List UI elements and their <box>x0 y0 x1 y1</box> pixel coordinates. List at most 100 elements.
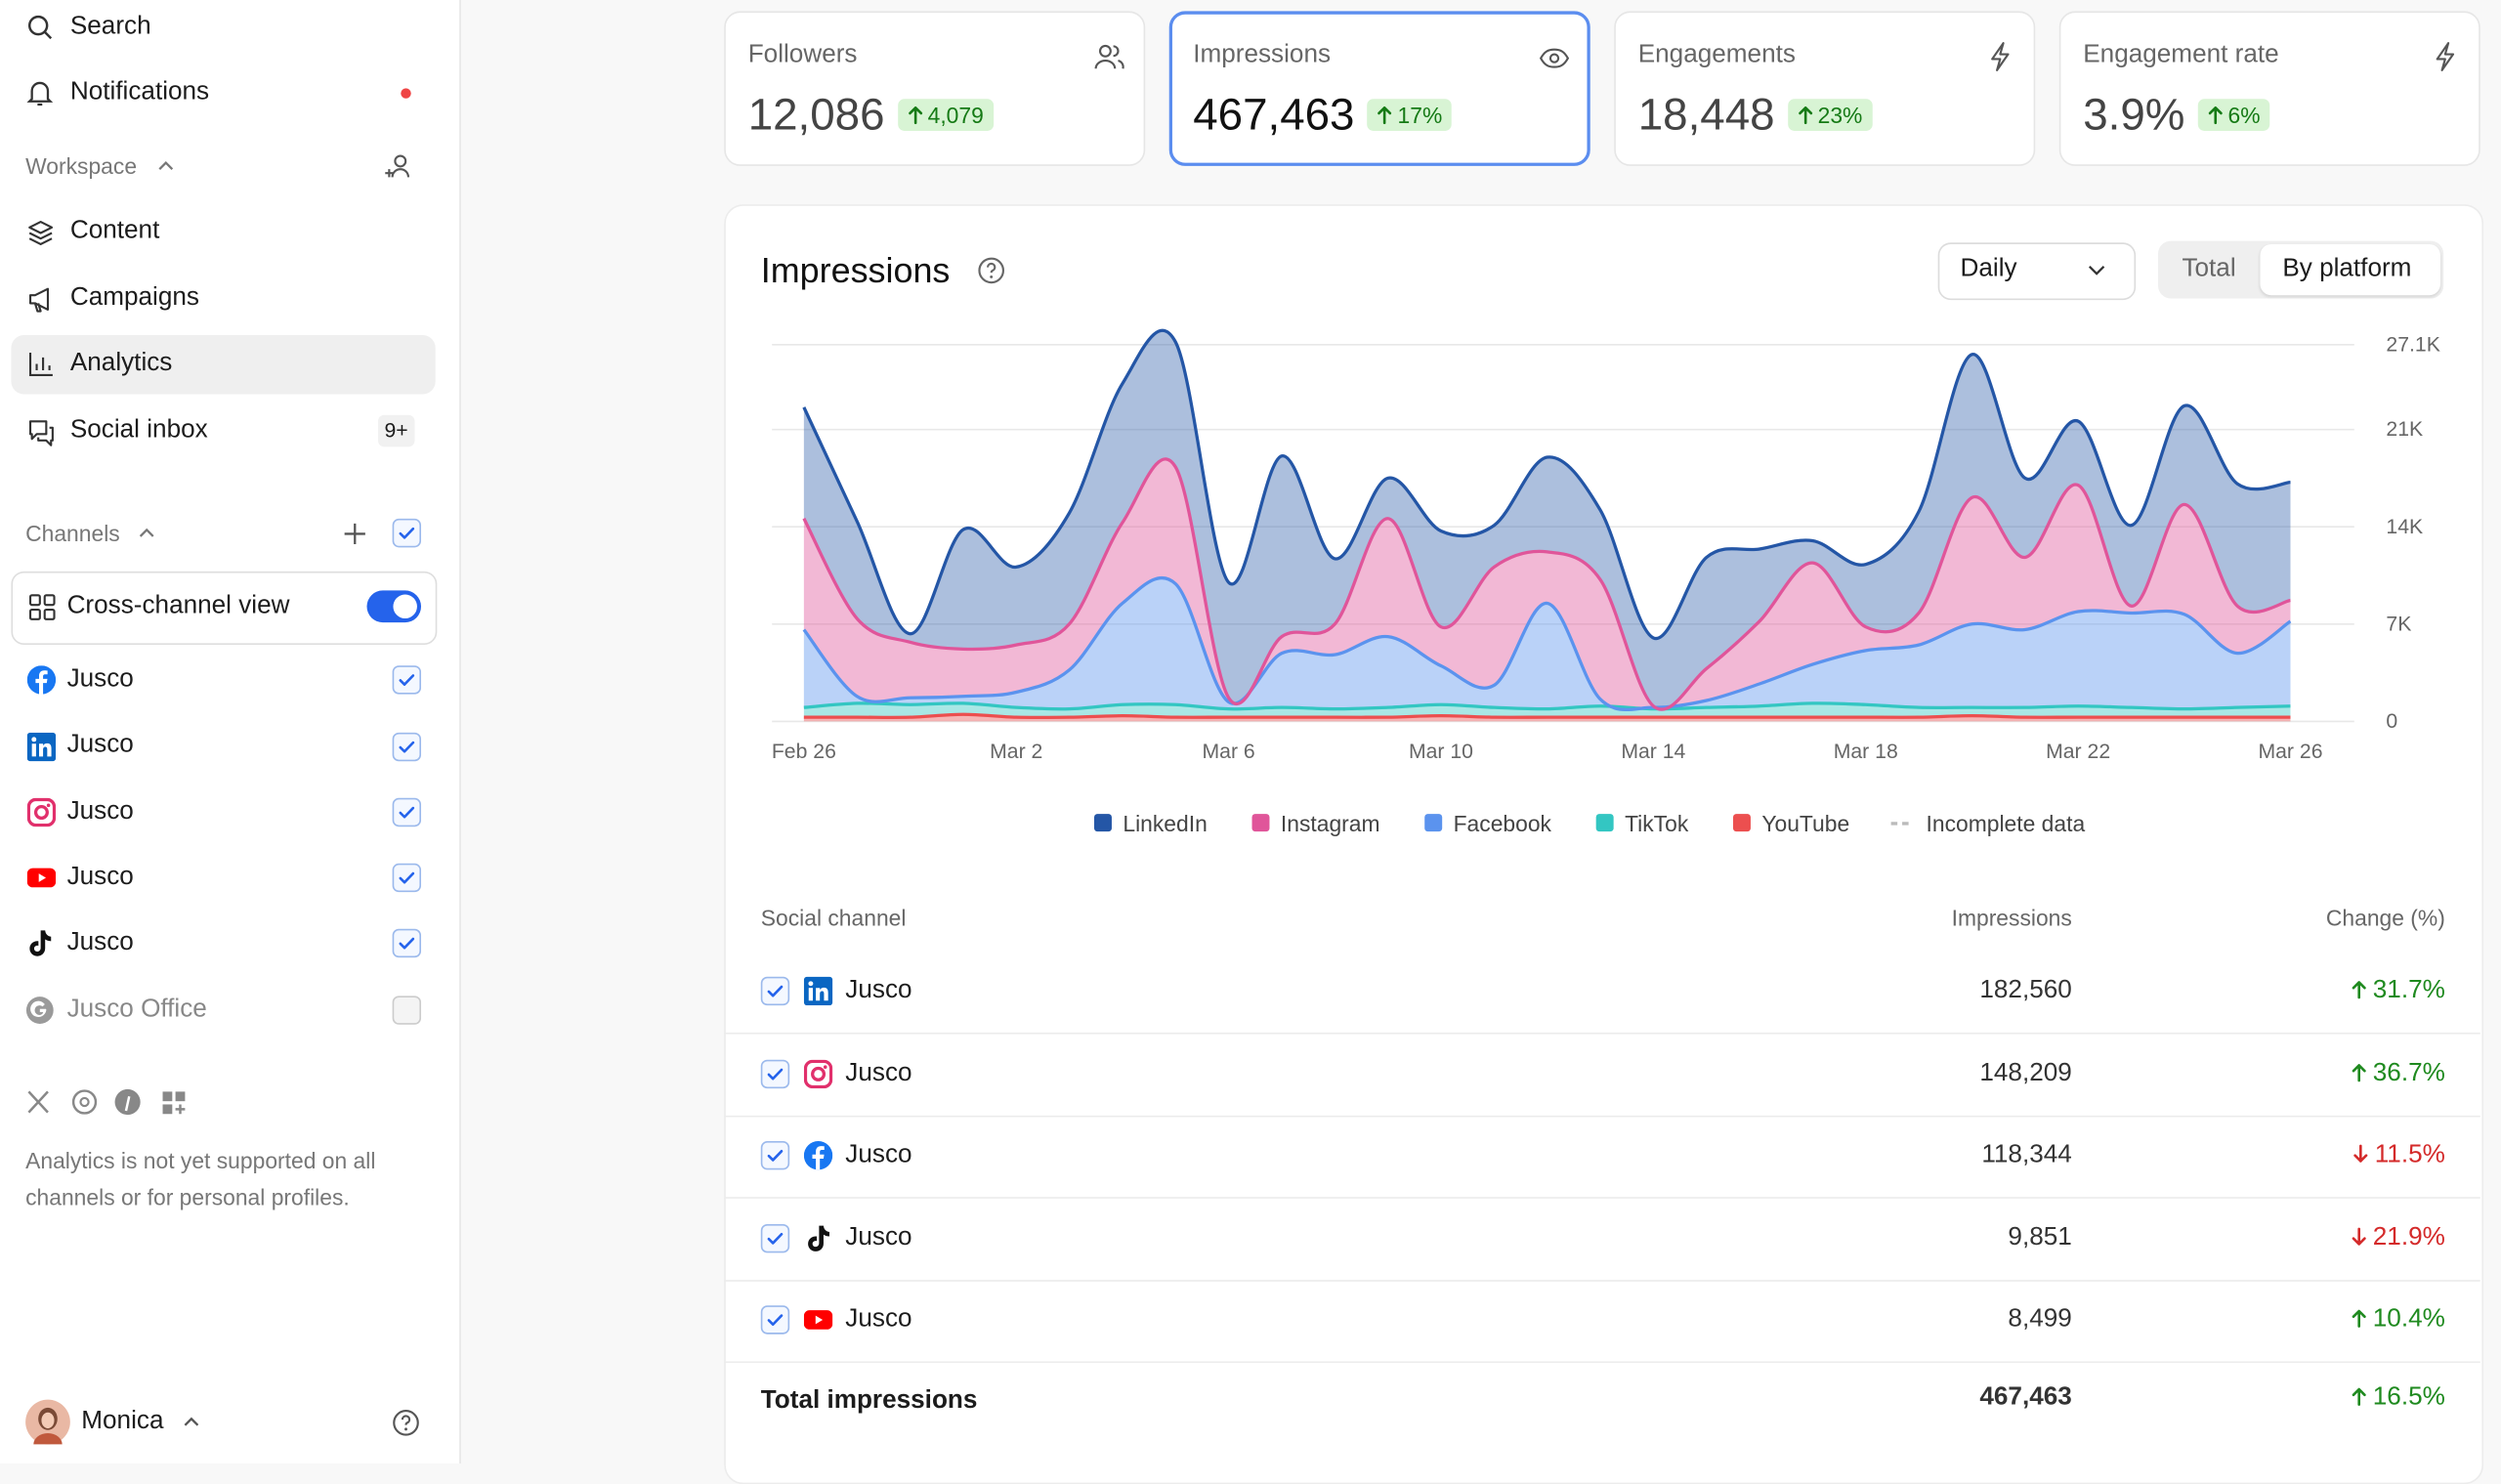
megaphone-icon <box>28 287 50 313</box>
line <box>802 575 2292 712</box>
bolt-icon <box>2436 42 2455 71</box>
view-by-platform[interactable]: By platform <box>2282 255 2412 283</box>
metric-card[interactable]: Followers 12,086 4,079 <box>724 11 1146 166</box>
x-tick-label: Mar 10 <box>1409 741 1473 763</box>
chart-card <box>724 204 2484 1484</box>
notifications[interactable]: Notifications <box>69 78 210 106</box>
chevron <box>184 1417 199 1426</box>
checkbox[interactable] <box>760 1305 790 1336</box>
checkbox[interactable] <box>760 976 790 1006</box>
cross-channel-view: Cross-channel view <box>66 592 290 619</box>
followers-icon <box>1094 44 1124 69</box>
instagram-icon <box>804 1059 832 1087</box>
search[interactable]: Search <box>69 13 151 40</box>
nav-campaigns[interactable]: Campaigns <box>69 283 199 312</box>
legend-label: Instagram <box>1281 811 1380 836</box>
chevron <box>158 161 174 170</box>
line <box>802 457 2291 711</box>
instagram-icon <box>27 798 56 827</box>
toggle[interactable] <box>366 590 422 623</box>
checkbox[interactable] <box>392 928 422 958</box>
unsupported-icons <box>27 1088 186 1116</box>
user-name[interactable]: Monica <box>81 1407 164 1435</box>
row-separator <box>724 1032 2480 1035</box>
metric-value: 3.9% <box>2083 89 2185 140</box>
impressions: 9,851 <box>2008 1223 2072 1251</box>
legend-label: Facebook <box>1454 811 1552 836</box>
metric-change: 6% <box>2227 102 2261 128</box>
y-tick-label: 0 <box>2386 710 2397 733</box>
channel-name[interactable]: Jusco <box>66 863 134 891</box>
checkbox[interactable] <box>760 1223 790 1253</box>
legend-label: TikTok <box>1625 811 1689 836</box>
period-dropdown[interactable] <box>1937 242 2137 301</box>
change: 21.9% <box>2126 1222 2445 1254</box>
checkbox[interactable] <box>392 732 422 762</box>
y-tick-label: 7K <box>2386 613 2411 635</box>
legend-label: YouTube <box>1761 811 1849 836</box>
metric-card[interactable]: Impressions 467,463 17% <box>1168 11 1590 166</box>
channel-name: Jusco <box>845 1305 912 1334</box>
workspace-label[interactable]: Workspace <box>25 152 138 179</box>
nav-selected-bg <box>11 335 436 395</box>
line <box>803 712 2291 720</box>
cross-channel-box <box>11 571 438 645</box>
channel-name[interactable]: Jusco <box>66 731 134 758</box>
add-icon[interactable] <box>344 523 365 545</box>
sidebar: Search Notifications Workspace Content C… <box>0 0 461 1464</box>
youtube-icon <box>27 864 56 892</box>
metric-card[interactable]: Engagement rate 3.9% 6% <box>2058 11 2480 166</box>
metric-label: Followers <box>747 41 858 69</box>
checkbox[interactable] <box>760 1059 790 1088</box>
change: 36.7% <box>2126 1057 2445 1089</box>
metric-change: 17% <box>1397 102 1443 128</box>
nav-analytics[interactable]: Analytics <box>69 349 173 377</box>
metric-badge: 6% <box>2197 99 2270 131</box>
total-label: Total impressions <box>760 1386 978 1415</box>
change: 31.7% <box>2126 975 2445 1007</box>
channel-name[interactable]: Jusco <box>66 665 134 693</box>
notification-dot <box>401 88 411 99</box>
help-icon[interactable] <box>393 1409 420 1436</box>
row-separator <box>724 1115 2480 1117</box>
view-total[interactable]: Total <box>2182 255 2236 283</box>
metric-value: 467,463 <box>1193 89 1355 140</box>
linkedin-icon <box>804 977 832 1005</box>
add-user-icon[interactable] <box>385 153 413 181</box>
channel-name[interactable]: Jusco Office <box>66 996 207 1024</box>
checkbox[interactable] <box>392 665 422 695</box>
chart: 0 7K 14K 21K 27.1K Feb 26 Mar 2 Mar 6 Mar 10 Mar … <box>772 328 2440 836</box>
bell-icon <box>26 81 54 106</box>
nav-content[interactable]: Content <box>69 217 160 244</box>
checkbox[interactable] <box>760 1141 790 1170</box>
checkbox[interactable] <box>392 863 422 893</box>
avatar[interactable] <box>25 1399 70 1445</box>
metric-value: 12,086 <box>747 89 885 140</box>
metric-card[interactable]: Engagements 18,448 23% <box>1614 11 2036 166</box>
sidebar-note: Analytics is not yet supported on all ch… <box>25 1147 376 1210</box>
impressions: 467,463 <box>1979 1383 2072 1412</box>
change-value: 10.4% <box>2372 1305 2445 1334</box>
channel-name[interactable]: Jusco <box>66 797 134 826</box>
view-selected <box>2260 243 2440 296</box>
help-icon[interactable] <box>978 257 1005 284</box>
row-separator <box>724 1197 2480 1200</box>
checkbox[interactable] <box>392 996 422 1025</box>
change: 16.5% <box>2126 1382 2445 1415</box>
channel-name[interactable]: Jusco <box>66 928 134 956</box>
change-value: 11.5% <box>2374 1141 2445 1169</box>
checkbox[interactable] <box>392 518 422 548</box>
nav-social-inbox[interactable]: Social inbox <box>69 416 208 445</box>
inbox-badge: 9+ <box>377 414 415 447</box>
impressions: 148,209 <box>1979 1059 2072 1086</box>
impressions: 118,344 <box>1981 1141 2072 1169</box>
channels-label[interactable]: Channels <box>25 520 120 546</box>
tiktok-icon <box>804 1224 832 1252</box>
metric-badge: 23% <box>1787 99 1873 131</box>
checkbox[interactable] <box>392 797 422 827</box>
x-tick-label: Mar 26 <box>2258 741 2322 763</box>
metric-change: 23% <box>1817 102 1863 128</box>
line <box>803 701 2291 711</box>
area <box>803 577 2291 710</box>
